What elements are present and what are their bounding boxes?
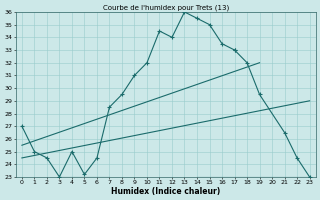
- Title: Courbe de l'humidex pour Trets (13): Courbe de l'humidex pour Trets (13): [103, 4, 229, 11]
- X-axis label: Humidex (Indice chaleur): Humidex (Indice chaleur): [111, 187, 220, 196]
